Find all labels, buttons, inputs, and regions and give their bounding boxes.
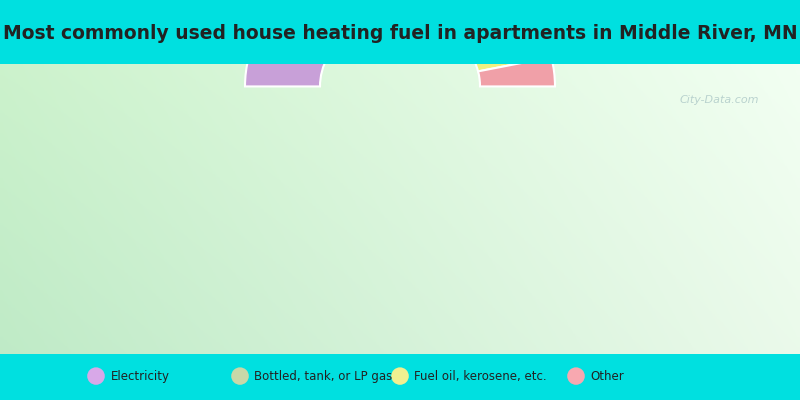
Wedge shape <box>245 0 434 86</box>
Text: City-Data.com: City-Data.com <box>680 95 759 105</box>
Text: Electricity: Electricity <box>110 370 170 382</box>
Ellipse shape <box>87 367 105 385</box>
Ellipse shape <box>231 367 249 385</box>
Text: Fuel oil, kerosene, etc.: Fuel oil, kerosene, etc. <box>414 370 547 382</box>
Wedge shape <box>469 18 551 71</box>
Ellipse shape <box>567 367 585 385</box>
Text: Bottled, tank, or LP gas: Bottled, tank, or LP gas <box>254 370 393 382</box>
Text: Other: Other <box>590 370 624 382</box>
Wedge shape <box>418 0 534 51</box>
Text: Most commonly used house heating fuel in apartments in Middle River, MN: Most commonly used house heating fuel in… <box>2 24 798 43</box>
Ellipse shape <box>391 367 409 385</box>
Wedge shape <box>478 57 555 86</box>
